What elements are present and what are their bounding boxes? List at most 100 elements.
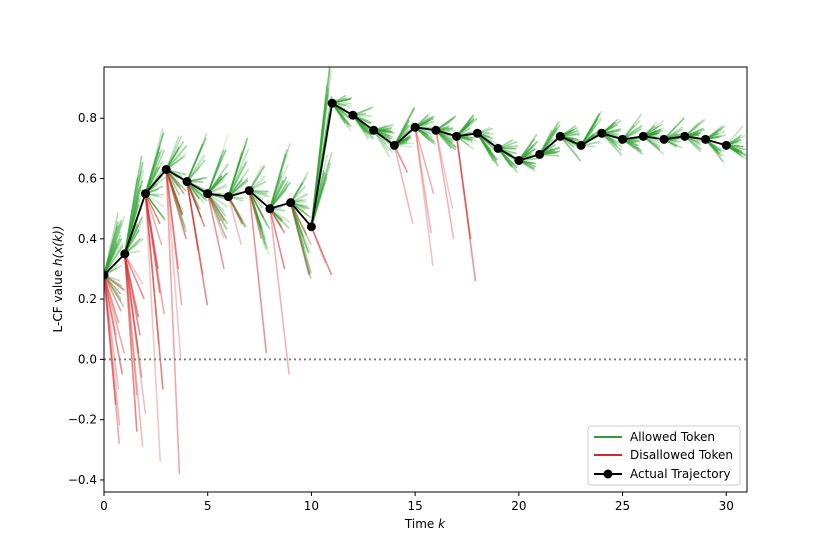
allowed-ray [559,135,579,158]
allowed-ray [248,190,262,227]
allowed-ray [269,175,283,209]
disallowed-ray [123,253,143,378]
allowed-ray [248,190,263,230]
legend-allowed-label: Allowed Token [630,430,715,444]
allowed-ray [538,129,556,155]
allowed-ray [248,190,262,229]
allowed-ray [144,162,163,194]
allowed-ray [144,149,166,194]
allowed-ray [104,243,119,276]
y-tick-label: 0.6 [78,172,97,186]
trajectory-point [431,125,441,135]
allowed-ray [289,176,308,204]
allowed-ray [104,224,121,276]
disallowed-ray [165,169,187,240]
legend-trajectory-marker [603,469,613,479]
disallowed-ray [455,136,472,239]
trajectory-point [493,143,503,153]
allowed-ray [227,137,249,197]
trajectory-point [182,177,192,187]
allowed-ray [538,127,558,155]
allowed-ray [289,202,308,236]
allowed-ray [269,143,291,209]
disallowed-ray [144,193,162,462]
allowed-ray [248,190,267,251]
allowed-ray [289,202,311,275]
allowed-ray [704,138,725,163]
allowed-ray [186,159,206,183]
allowed-ray [104,240,118,276]
allowed-ray [393,108,414,146]
disallowed-ray [124,253,145,300]
allowed-ray [310,162,332,227]
allowed-ray [123,155,143,255]
allowed-ray [393,119,410,146]
disallowed-ray [269,208,290,375]
allowed-ray [144,147,160,194]
allowed-ray [289,202,304,238]
allowed-ray [186,153,205,182]
allowed-ray [289,202,306,249]
allowed-ray [580,113,600,146]
disallowed-ray [435,130,454,209]
allowed-ray [372,129,391,158]
allowed-ray [206,159,222,194]
allowed-ray [310,67,331,227]
allowed-ray [227,160,248,197]
allowed-ray [580,117,602,146]
allowed-ray [248,190,270,256]
allowed-ray [476,132,498,161]
allowed-ray [538,129,553,155]
allowed-ray [206,193,222,222]
allowed-ray [206,149,225,194]
disallowed-ray [123,253,147,414]
allowed-ray [206,193,227,230]
trajectory-point [389,140,399,150]
trajectory-point [161,164,171,174]
allowed-ray [248,190,267,240]
disallowed-ray [269,208,286,270]
allowed-ray [144,149,163,194]
allowed-ray [248,190,271,230]
disallowed-ray [165,169,183,306]
trajectory-point [327,98,337,108]
allowed-ray [186,142,205,182]
allowed-ray [455,114,475,137]
y-tick-label: 0.0 [78,352,97,366]
x-tick-label: 5 [204,499,212,513]
allowed-ray [538,128,557,155]
allowed-ray [104,222,121,276]
disallowed-ray [144,193,164,390]
allowed-ray [104,243,118,276]
disallowed-ray [227,196,244,225]
disallowed-ray [435,130,455,239]
trajectory-point [203,189,213,199]
x-tick-label: 15 [407,499,422,513]
allowed-ray [289,202,312,253]
disallowed-ray [248,190,268,354]
allowed-ray [497,147,519,174]
allowed-ray [248,165,263,191]
allowed-ray [580,115,600,146]
disallowed-ray [186,181,209,306]
trajectory-point [721,140,731,150]
allowed-ray [248,190,262,232]
allowed-ray [144,166,161,194]
disallowed-ray [104,274,120,390]
allowed-ray [476,132,499,167]
allowed-ray [621,113,642,140]
y-axis-ticks: −0.4 −0.2 0.0 0.2 0.4 0.6 0.8 [68,111,104,487]
trajectory-point [597,128,607,138]
allowed-ray [104,219,123,276]
allowed-ray [456,117,478,137]
disallowed-ray [269,208,286,234]
allowed-ray [310,84,328,227]
disallowed-ray [124,253,144,285]
allowed-ray [269,154,288,209]
allowed-ray [580,118,599,146]
allowed-ray [310,152,333,227]
allowed-ray [580,110,603,146]
x-tick-label: 10 [304,499,319,513]
allowed-ray [227,148,250,197]
allowed-ray [289,171,309,204]
